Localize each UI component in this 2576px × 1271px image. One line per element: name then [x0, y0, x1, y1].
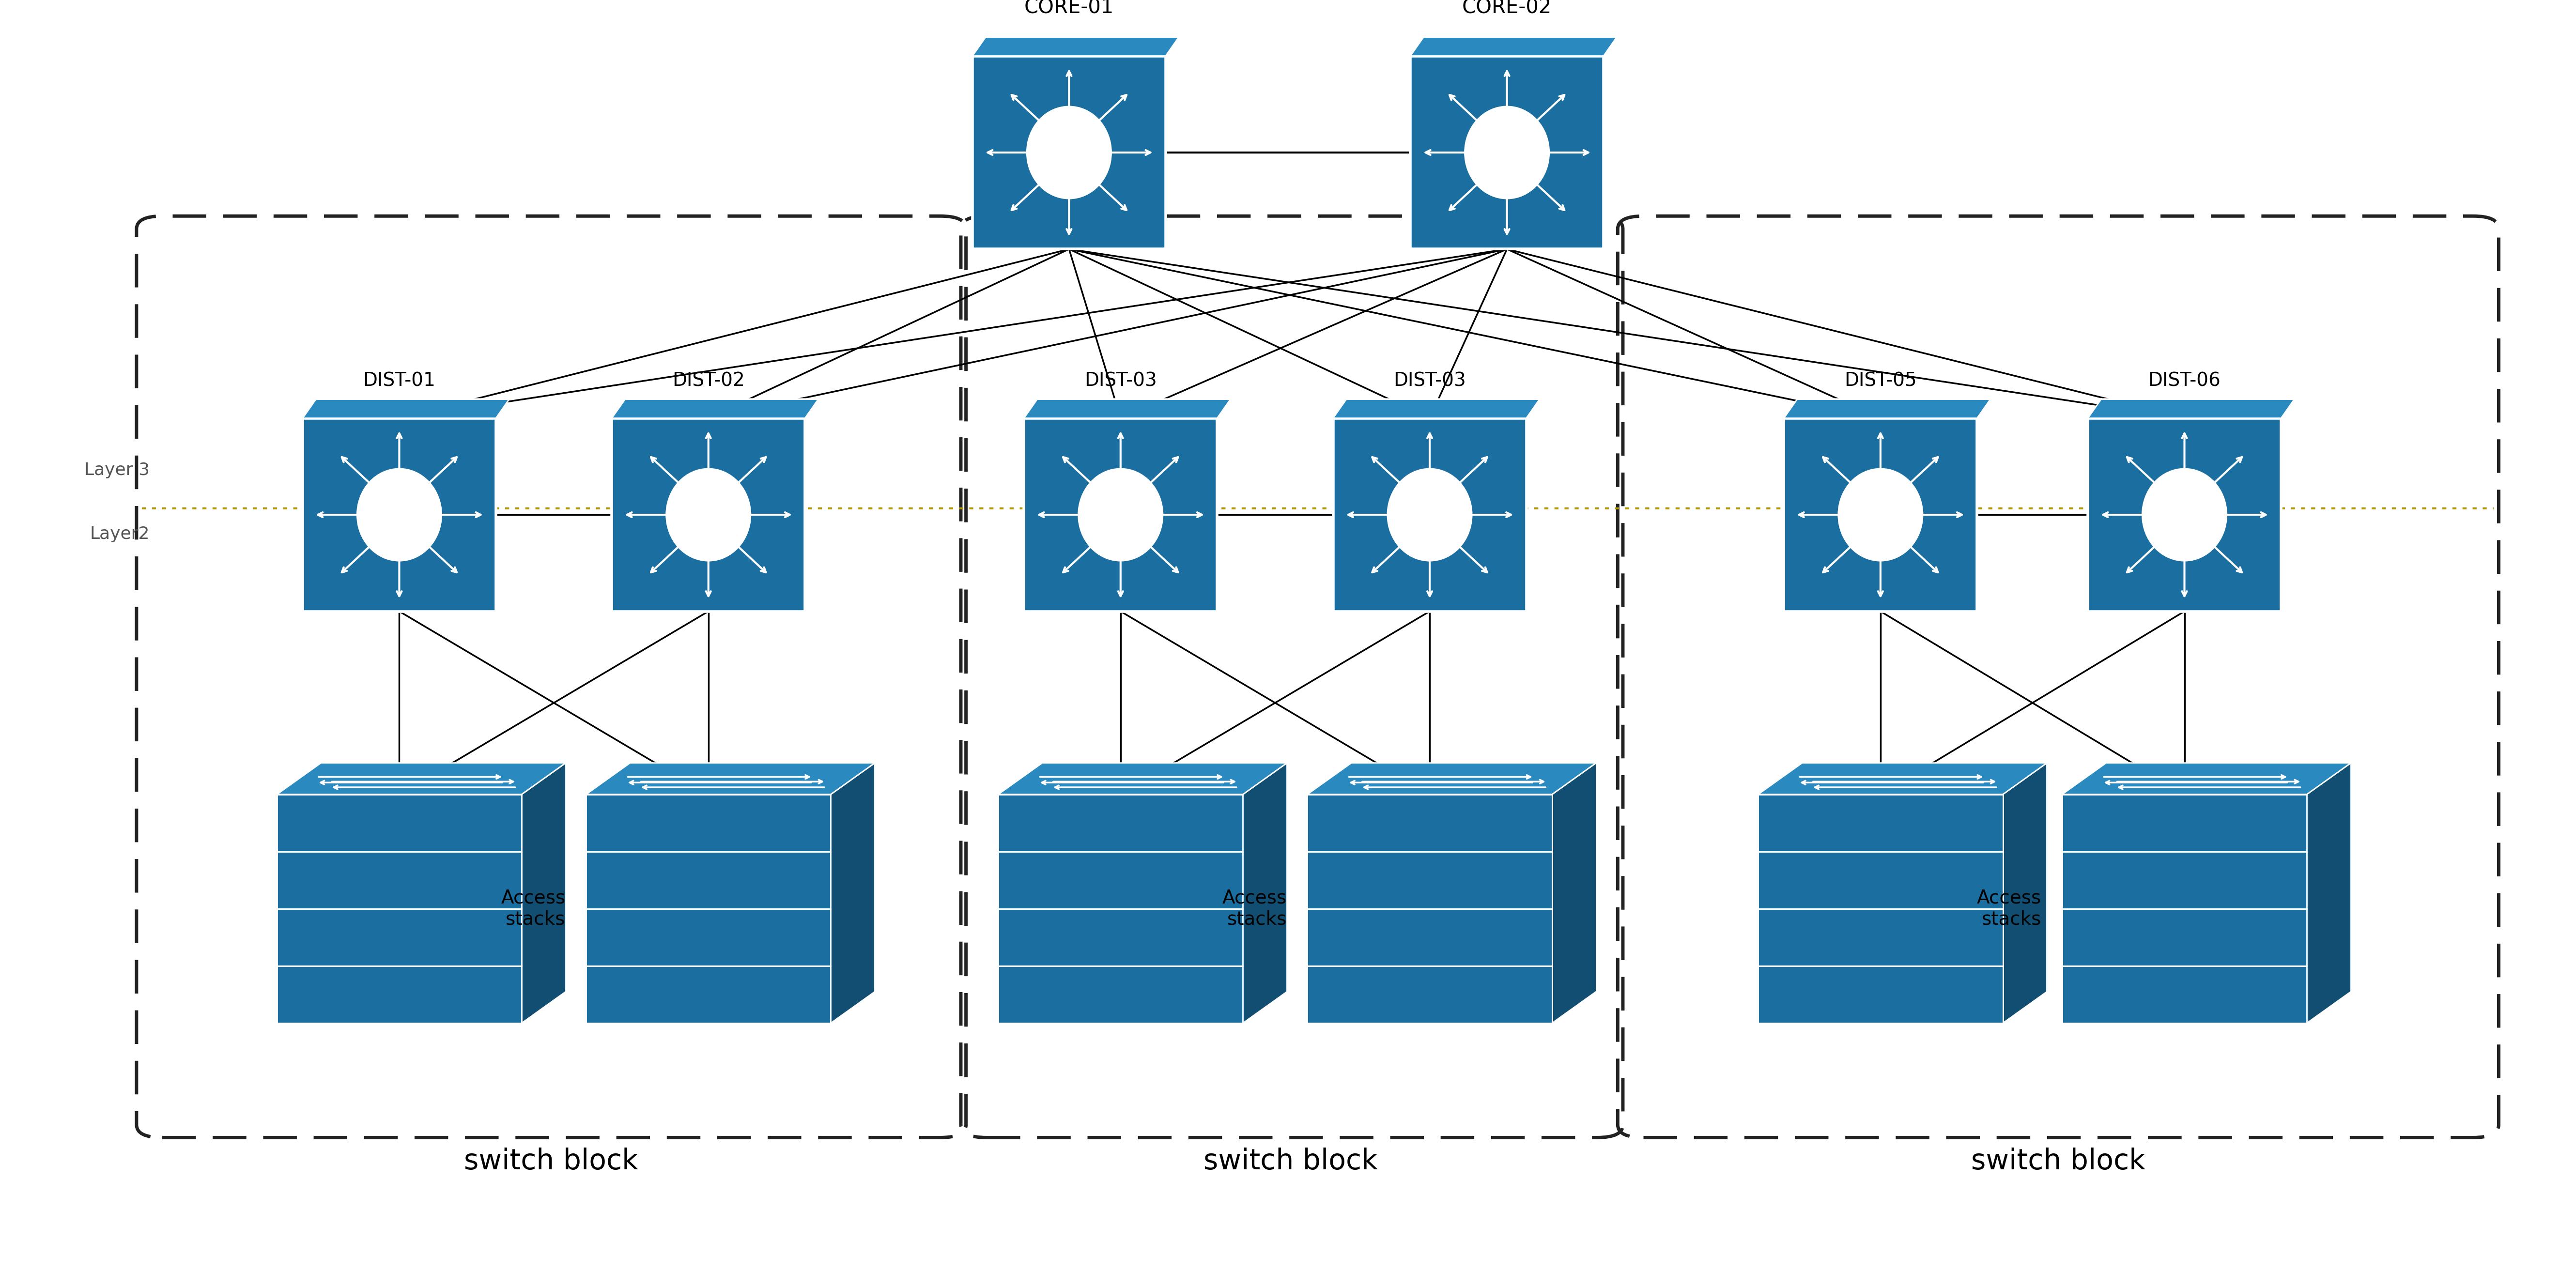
Polygon shape — [999, 763, 1288, 794]
Polygon shape — [2061, 763, 2352, 794]
Polygon shape — [1783, 399, 1991, 418]
Polygon shape — [1244, 763, 1288, 1023]
Ellipse shape — [1463, 107, 1551, 198]
Polygon shape — [1412, 37, 1618, 56]
FancyBboxPatch shape — [304, 418, 495, 611]
FancyBboxPatch shape — [613, 418, 804, 611]
Polygon shape — [1309, 966, 1551, 1023]
Text: CORE-01: CORE-01 — [1025, 0, 1113, 18]
Polygon shape — [1759, 909, 2004, 966]
Polygon shape — [278, 966, 520, 1023]
FancyBboxPatch shape — [2087, 418, 2282, 611]
Text: Access
stacks: Access stacks — [1221, 888, 1288, 929]
Text: Access
stacks: Access stacks — [500, 888, 567, 929]
Polygon shape — [278, 794, 520, 852]
FancyBboxPatch shape — [974, 56, 1164, 249]
Polygon shape — [1309, 852, 1551, 909]
Polygon shape — [974, 37, 1180, 56]
Ellipse shape — [1839, 469, 1922, 561]
Polygon shape — [520, 763, 567, 1023]
Text: switch block: switch block — [464, 1148, 639, 1176]
Polygon shape — [1309, 794, 1551, 852]
Polygon shape — [2004, 763, 2048, 1023]
Text: DIST-02: DIST-02 — [672, 372, 744, 390]
Polygon shape — [999, 966, 1244, 1023]
Polygon shape — [1759, 763, 2048, 794]
Polygon shape — [999, 909, 1244, 966]
Polygon shape — [1759, 852, 2004, 909]
Polygon shape — [1551, 763, 1597, 1023]
Polygon shape — [1309, 909, 1551, 966]
Text: switch block: switch block — [1203, 1148, 1378, 1176]
Text: DIST-03: DIST-03 — [1084, 372, 1157, 390]
FancyBboxPatch shape — [1783, 418, 1978, 611]
Ellipse shape — [2143, 469, 2226, 561]
Ellipse shape — [355, 469, 443, 561]
Text: Layer2: Layer2 — [90, 526, 149, 541]
Polygon shape — [829, 763, 876, 1023]
Polygon shape — [999, 794, 1244, 852]
Polygon shape — [1759, 794, 2004, 852]
Ellipse shape — [1077, 469, 1164, 561]
Polygon shape — [278, 852, 520, 909]
Polygon shape — [1309, 763, 1597, 794]
Polygon shape — [587, 852, 829, 909]
Polygon shape — [587, 909, 829, 966]
Polygon shape — [304, 399, 510, 418]
Polygon shape — [587, 966, 829, 1023]
Text: DIST-01: DIST-01 — [363, 372, 435, 390]
Polygon shape — [1334, 399, 1540, 418]
Ellipse shape — [1386, 469, 1473, 561]
Polygon shape — [1025, 399, 1231, 418]
Text: DIST-03: DIST-03 — [1394, 372, 1466, 390]
Text: Access
stacks: Access stacks — [1976, 888, 2040, 929]
Text: Layer 3: Layer 3 — [85, 463, 149, 478]
FancyBboxPatch shape — [1025, 418, 1218, 611]
Polygon shape — [999, 852, 1244, 909]
Polygon shape — [2061, 852, 2308, 909]
Polygon shape — [2061, 794, 2308, 852]
Polygon shape — [613, 399, 819, 418]
Text: DIST-06: DIST-06 — [2148, 372, 2221, 390]
Polygon shape — [2087, 399, 2295, 418]
Polygon shape — [278, 909, 520, 966]
Ellipse shape — [665, 469, 752, 561]
Text: CORE-02: CORE-02 — [1463, 0, 1551, 18]
Text: switch block: switch block — [1971, 1148, 2146, 1176]
Polygon shape — [1759, 966, 2004, 1023]
Polygon shape — [587, 794, 829, 852]
Polygon shape — [2061, 909, 2308, 966]
FancyBboxPatch shape — [1334, 418, 1525, 611]
Polygon shape — [2061, 966, 2308, 1023]
FancyBboxPatch shape — [1412, 56, 1602, 249]
Polygon shape — [587, 763, 876, 794]
Ellipse shape — [1025, 107, 1113, 198]
Text: DIST-05: DIST-05 — [1844, 372, 1917, 390]
Polygon shape — [278, 763, 567, 794]
Polygon shape — [2308, 763, 2352, 1023]
